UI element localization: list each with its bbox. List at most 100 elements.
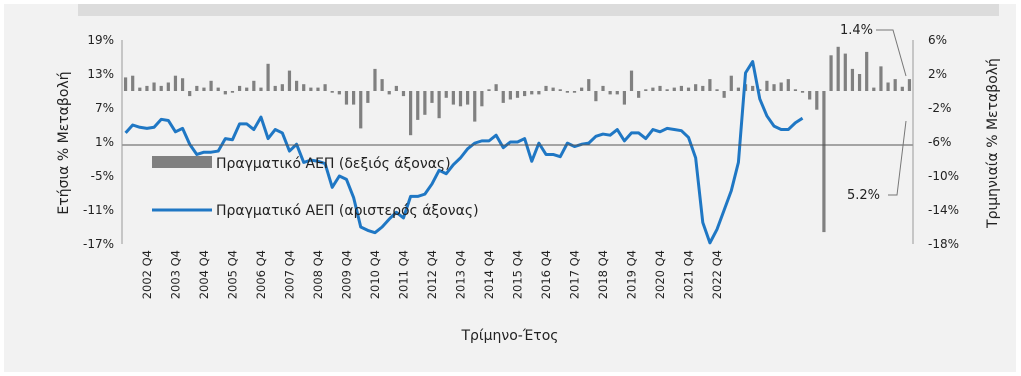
x-tick-labels: 2002 Q4 2003 Q4 2004 Q4 2005 Q4 2006 Q4 2007 … bbox=[140, 250, 724, 299]
bar bbox=[808, 91, 812, 100]
x-tick-label: 2022 Q4 bbox=[710, 250, 724, 299]
bar bbox=[872, 87, 876, 91]
bar bbox=[280, 84, 284, 91]
bar bbox=[458, 91, 463, 107]
x-tick-label: 2005 Q4 bbox=[225, 250, 239, 299]
bar bbox=[658, 85, 662, 91]
bar bbox=[537, 91, 541, 95]
bar bbox=[644, 89, 648, 91]
bar bbox=[437, 91, 441, 119]
x-tick-label: 2010 Q4 bbox=[368, 250, 382, 299]
bar bbox=[508, 91, 512, 100]
x-tick-label: 2016 Q4 bbox=[539, 250, 553, 299]
bar bbox=[344, 91, 349, 105]
bar bbox=[843, 53, 847, 91]
bar bbox=[195, 85, 199, 91]
bar bbox=[287, 70, 292, 91]
bar bbox=[166, 82, 170, 91]
bar bbox=[729, 75, 733, 91]
bar bbox=[487, 89, 491, 91]
bar bbox=[886, 82, 890, 91]
bar bbox=[494, 84, 498, 91]
bar bbox=[323, 84, 327, 91]
bar bbox=[857, 74, 862, 91]
right-tick-label: -10% bbox=[928, 169, 959, 183]
annotation-bar: 1.4% bbox=[840, 23, 907, 77]
bar bbox=[765, 80, 769, 91]
bar bbox=[829, 55, 833, 91]
bar bbox=[359, 91, 363, 129]
right-tick-label: -2% bbox=[928, 101, 951, 115]
bar bbox=[893, 79, 897, 91]
x-tick-label: 2015 Q4 bbox=[511, 250, 525, 299]
bar bbox=[679, 85, 684, 91]
left-tick-label: 7% bbox=[95, 101, 114, 115]
bar bbox=[416, 91, 420, 120]
bar bbox=[216, 87, 220, 91]
bar bbox=[758, 89, 762, 91]
right-tick-label: -6% bbox=[928, 135, 951, 149]
bar bbox=[622, 91, 626, 105]
x-tick-label: 2006 Q4 bbox=[254, 250, 268, 299]
x-tick-label: 2003 Q4 bbox=[168, 250, 182, 299]
bar bbox=[180, 78, 185, 91]
bar bbox=[751, 85, 755, 91]
bar bbox=[793, 89, 798, 91]
left-tick-label: 1% bbox=[95, 135, 114, 149]
bar bbox=[423, 91, 427, 115]
bar bbox=[123, 77, 128, 91]
bar bbox=[587, 79, 591, 91]
bar bbox=[451, 91, 455, 105]
bar bbox=[615, 91, 619, 95]
bar bbox=[466, 91, 470, 105]
bar bbox=[294, 80, 299, 91]
bar bbox=[387, 91, 391, 95]
left-tick-label: 19% bbox=[87, 33, 114, 47]
bar bbox=[444, 91, 448, 98]
bar bbox=[800, 91, 805, 93]
left-tick-label: -11% bbox=[83, 203, 114, 217]
bar bbox=[309, 87, 313, 91]
legend-bar-swatch bbox=[152, 156, 212, 168]
x-tick-label: 2018 Q4 bbox=[596, 250, 610, 299]
y-axis-label-left: Ετήσια % Μεταβολή bbox=[56, 71, 72, 214]
bar bbox=[629, 70, 634, 91]
x-tick-label: 2012 Q4 bbox=[425, 250, 439, 299]
bar bbox=[237, 85, 242, 91]
bar bbox=[701, 85, 705, 91]
bar bbox=[580, 87, 584, 91]
bar bbox=[879, 66, 883, 91]
x-tick-label: 2008 Q4 bbox=[311, 250, 325, 299]
bar bbox=[337, 91, 341, 95]
annotation-line-text: 5.2% bbox=[847, 188, 880, 203]
bar-series bbox=[123, 46, 912, 233]
legend-bar-label: Πραγματικό ΑΕΠ (δεξιός άξονας) bbox=[216, 156, 451, 172]
bar bbox=[722, 91, 726, 98]
bar bbox=[202, 87, 206, 91]
bar bbox=[259, 87, 263, 91]
bar bbox=[900, 86, 904, 91]
bar bbox=[145, 85, 149, 91]
bar bbox=[694, 84, 698, 91]
x-tick-label: 2017 Q4 bbox=[568, 250, 582, 299]
bar bbox=[266, 63, 270, 91]
annotation-line: 5.2% bbox=[847, 120, 907, 203]
bar bbox=[173, 75, 178, 91]
bar bbox=[544, 85, 548, 91]
bar bbox=[152, 82, 156, 91]
bar bbox=[736, 87, 741, 91]
bar bbox=[366, 91, 370, 103]
bar bbox=[394, 85, 398, 91]
bar bbox=[651, 87, 655, 91]
x-axis-label: Τρίμηνο-Έτος bbox=[460, 328, 558, 344]
bar bbox=[352, 91, 356, 105]
bar bbox=[515, 91, 520, 98]
annotation-bar-leader bbox=[876, 29, 907, 77]
bar bbox=[637, 91, 641, 98]
bar bbox=[594, 91, 598, 102]
x-tick-label: 2011 Q4 bbox=[396, 250, 410, 299]
bar bbox=[252, 80, 256, 91]
bar bbox=[409, 91, 413, 136]
bar bbox=[473, 91, 477, 122]
